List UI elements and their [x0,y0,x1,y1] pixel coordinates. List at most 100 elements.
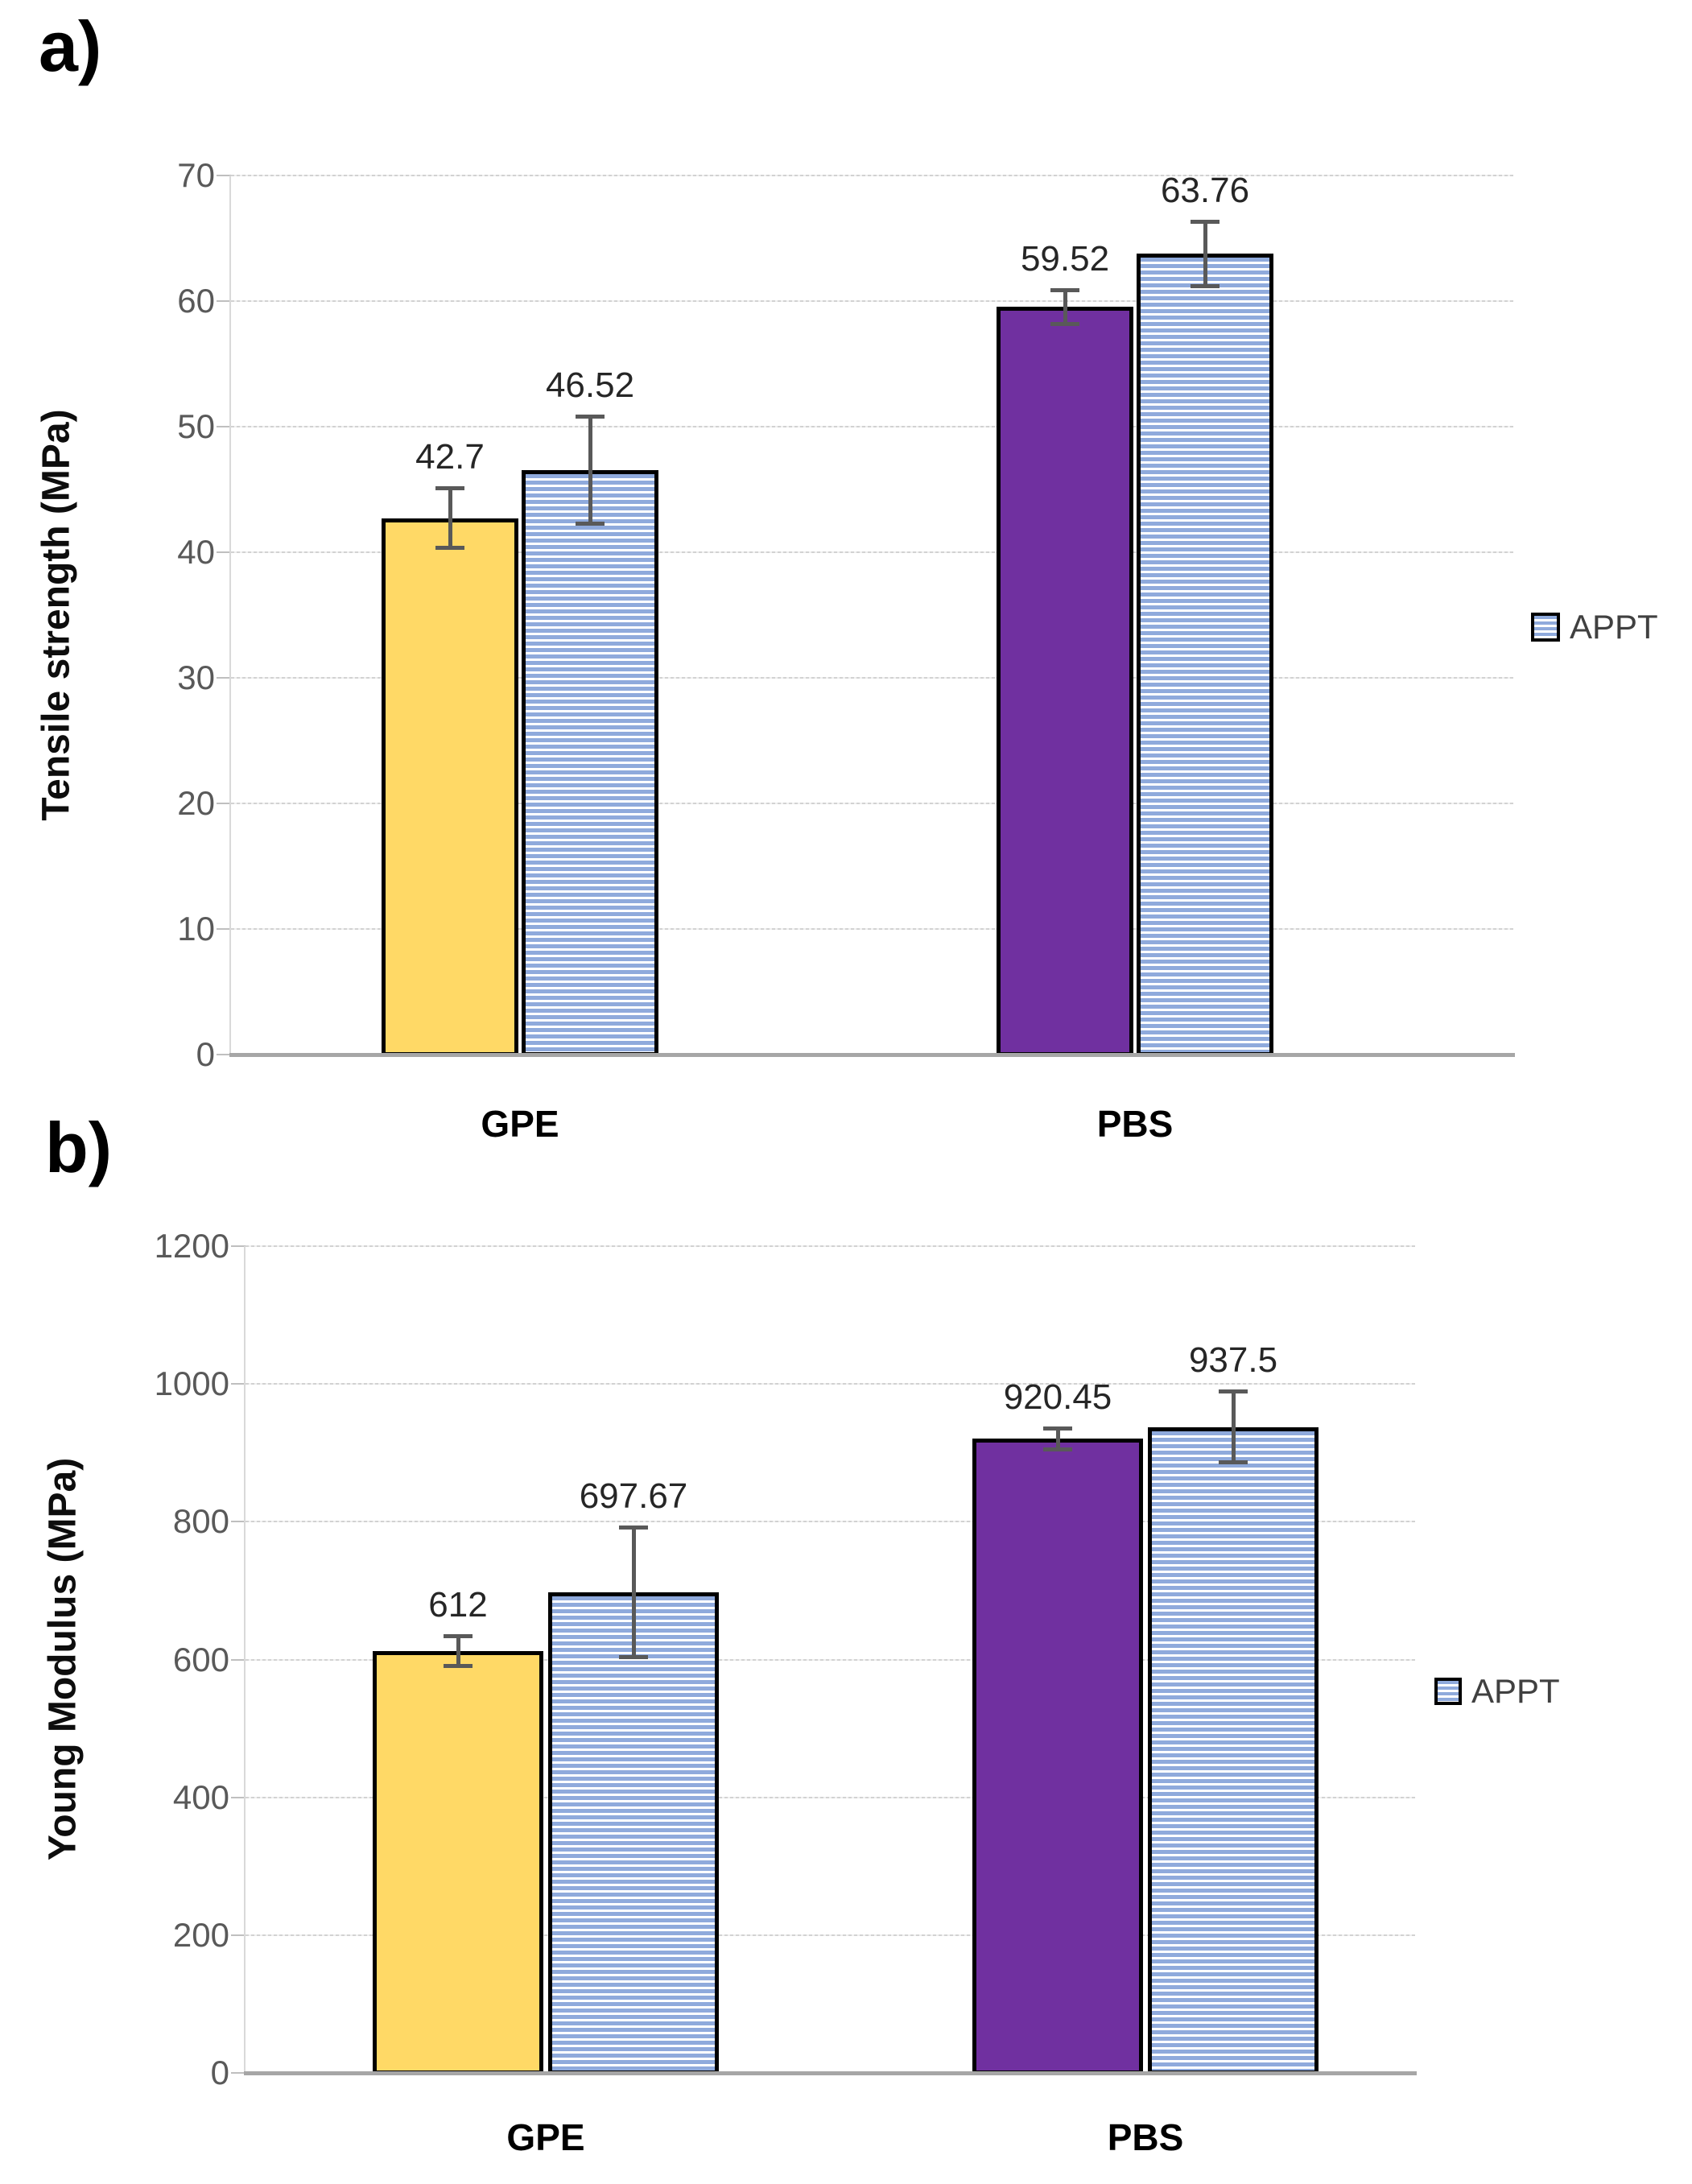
value-label-42.7: 42.7 [415,437,485,477]
y-axis-line [229,175,231,1055]
bar-gpe-base [382,518,518,1056]
y-tick-label-600: 600 [172,1640,229,1678]
legend-label-appt: APPT [1471,1672,1560,1710]
y-tick-label-10: 10 [177,910,215,948]
gridline-1000 [246,1383,1415,1385]
gridline-30 [231,677,1513,679]
error-bar-cap-bottom [619,1655,648,1660]
error-bar-cap-top [576,415,605,419]
error-bar-cap-bottom [1050,322,1079,327]
y-tick-label-20: 20 [177,784,215,822]
error-bar-cap-top [1050,287,1079,292]
gridline-60 [231,300,1513,302]
y-axis-title-young-modulus: Young Modulus (MPa) [41,1457,85,1861]
y-tick-label-1200: 1200 [154,1227,229,1265]
gridline-1200 [246,1245,1415,1247]
bar-pbs-base [972,1439,1143,2075]
value-label-920.45: 920.45 [1003,1377,1112,1417]
y-tick-label-60: 60 [177,282,215,320]
error-bar-line [456,1636,460,1667]
y-tick-label-0: 0 [196,1035,215,1073]
y-axis-line [244,1246,246,2073]
value-label-612: 612 [428,1585,488,1625]
error-bar-line [1055,1427,1060,1450]
category-label-gpe: GPE [481,1103,559,1145]
error-bar-cap-bottom [1043,1447,1072,1451]
error-bar-cap-top [1043,1426,1072,1431]
y-tick-label-50: 50 [177,407,215,445]
gridline-200 [246,1934,1415,1936]
legend-a: APPT [1531,610,1658,644]
y-tick-mark-70 [217,175,231,176]
x-axis-line [244,2071,1417,2075]
y-tick-label-70: 70 [177,156,215,194]
legend-label-appt: APPT [1570,608,1658,646]
error-bar-cap-bottom [576,522,605,526]
value-label-63.76: 63.76 [1160,170,1250,210]
y-tick-label-200: 200 [172,1915,229,1954]
bar-gpe-base [373,1651,543,2075]
category-label-pbs: PBS [1107,2116,1184,2158]
gridline-70 [231,175,1513,176]
panel-label-a: a) [39,6,102,86]
error-bar-cap-top [435,486,464,491]
y-tick-mark-1200 [231,1245,246,1247]
panel-label-b: b) [45,1108,113,1187]
error-bar-cap-bottom [444,1664,473,1669]
error-bar-line [631,1526,636,1658]
y-tick-mark-600 [231,1658,246,1661]
y-tick-label-400: 400 [172,1777,229,1816]
y-tick-label-40: 40 [177,533,215,571]
gridline-800 [246,1521,1415,1523]
error-bar-cap-top [619,1525,648,1530]
y-tick-mark-1000 [231,1383,246,1385]
error-bar-line [1203,221,1207,287]
error-bar-line [588,416,592,525]
y-tick-mark-60 [217,300,231,302]
y-tick-mark-20 [217,803,231,804]
y-axis-title-tensile-strength: Tensile strength (MPa) [35,409,78,821]
error-bar-cap-top [1219,1389,1248,1394]
plot-area-a: 0 10 20 30 40 50 60 70 42.7 59.52 46.52 63.76 GPE PBS [177,156,1515,1145]
gridline-50 [231,426,1513,427]
y-tick-label-30: 30 [177,659,215,696]
bar-pbs-APPT [1148,1426,1319,2075]
legend-stripe-swatch-icon [1434,1678,1462,1705]
value-label-937.5: 937.5 [1188,1340,1278,1381]
y-tick-mark-800 [231,1521,246,1523]
error-bar-cap-bottom [435,546,464,551]
plot-area-b: 0 200 400 600 800 1000 1200 612 920.45 697.67 937.… [155,1227,1417,2158]
gridline-40 [231,551,1513,553]
bar-pbs-APPT [1137,254,1273,1056]
error-bar-line [1231,1391,1236,1464]
error-bar-line [448,488,452,549]
category-label-pbs: PBS [1096,1103,1174,1145]
gridline-600 [246,1658,1415,1661]
category-label-gpe: GPE [506,2116,585,2158]
gridline-400 [246,1796,1415,1798]
bar-pbs-base [997,307,1133,1056]
gridline-20 [231,803,1513,804]
y-tick-mark-10 [217,928,231,930]
error-bar-cap-bottom [1219,1460,1248,1465]
y-tick-mark-0 [217,1054,231,1055]
y-tick-mark-0 [231,2072,246,2074]
error-bar-cap-bottom [1191,283,1219,288]
value-label-46.52: 46.52 [545,365,635,406]
x-axis-line [229,1053,1515,1057]
y-tick-mark-400 [231,1796,246,1798]
y-tick-label-800: 800 [172,1502,229,1541]
y-tick-mark-50 [217,426,231,427]
y-tick-mark-40 [217,551,231,553]
value-label-59.52: 59.52 [1020,238,1110,279]
legend-b: APPT [1434,1674,1560,1708]
gridline-10 [231,928,1513,930]
legend-stripe-swatch-icon [1531,613,1560,642]
bar-gpe-APPT [548,1592,719,2075]
error-bar-line [1063,289,1067,325]
error-bar-cap-top [444,1634,473,1639]
y-tick-label-1000: 1000 [154,1364,229,1403]
y-tick-label-0: 0 [210,2054,229,2091]
error-bar-cap-top [1191,219,1219,224]
